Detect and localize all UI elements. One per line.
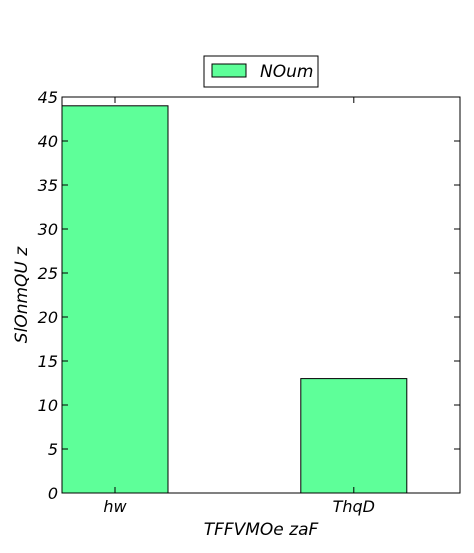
y-tick-label: 45	[38, 88, 58, 107]
x-ticks-group: hw ThqD	[103, 97, 375, 516]
y-tick-label: 0	[48, 484, 58, 503]
y-ticks-group: 0 5 10 15 20 25 30 35 40 45	[38, 88, 460, 503]
x-tick-label: ThqD	[333, 497, 375, 516]
x-tick-label: hw	[103, 497, 127, 516]
y-tick-label: 25	[38, 264, 58, 283]
y-tick-label: 35	[38, 176, 58, 195]
y-tick-label: 20	[38, 308, 58, 327]
y-axis-label: SlOnmQU z	[12, 246, 32, 343]
y-tick-label: 15	[38, 352, 58, 371]
y-tick-label: 5	[48, 440, 58, 459]
bar-hw	[61, 105, 169, 494]
legend: NOum	[203, 55, 319, 88]
y-tick-label: 10	[38, 396, 58, 415]
x-axis-label: TFFVMOe zaF	[204, 520, 319, 540]
legend-label: NOum	[260, 62, 313, 82]
plot-frame	[61, 96, 461, 494]
y-tick-label: 30	[38, 220, 58, 239]
bar-ThqD	[300, 378, 408, 494]
bars-group	[61, 105, 408, 494]
y-tick-label: 40	[38, 132, 58, 151]
legend-swatch	[211, 63, 247, 78]
